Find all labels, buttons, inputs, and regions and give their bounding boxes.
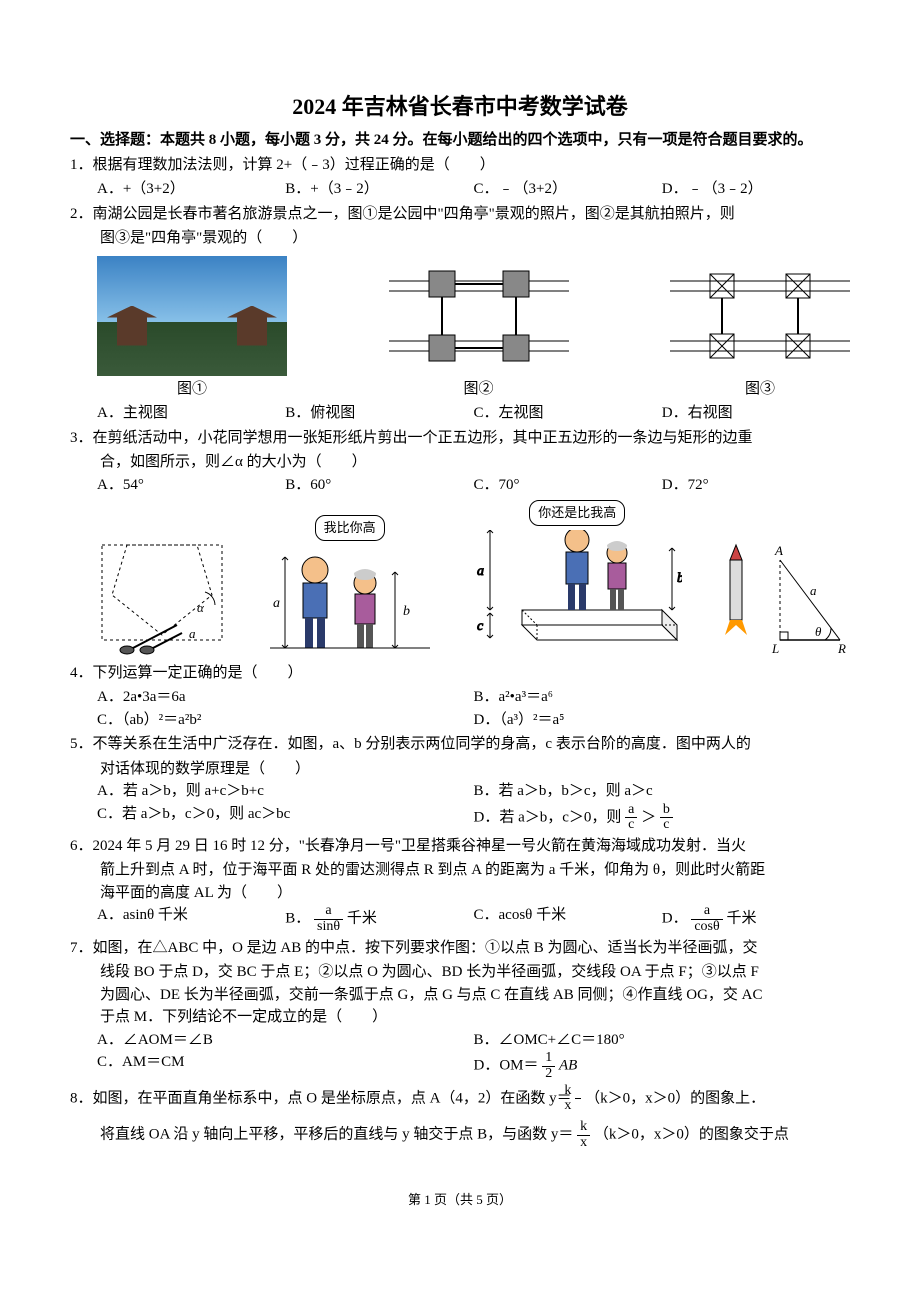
q1-b: B．+（3﹣2）	[285, 178, 473, 201]
q3-d: D．72°	[662, 474, 850, 497]
q3-q5-figures: a α 我比你高	[97, 500, 850, 660]
q3-options: A．54° B．60° C．70° D．72°	[97, 474, 850, 497]
q8-stem2: 将直线 OA 沿 y 轴向上平移，平移后的直线与 y 轴交于点 B，与函数 y＝…	[70, 1120, 850, 1150]
q4-b: B．a²•a³＝a⁶	[474, 686, 851, 709]
q2-cap3: 图③	[745, 378, 775, 401]
q2-fig3: 图③	[670, 256, 850, 401]
svg-text:A: A	[774, 543, 783, 558]
people-group-1: 我比你高 a b	[265, 515, 435, 660]
q7-stem3: 为圆心、DE 长为半径画弧，交前一条弧于点 G，点 G 与点 C 在直线 AB …	[70, 984, 850, 1007]
q1-a: A．+（3+2）	[97, 178, 285, 201]
q7-stem4: 于点 M．下列结论不一定成立的是（ ）	[70, 1006, 850, 1029]
q5-d: D．若 a＞b，c＞0，则 ac ＞ bc	[474, 803, 851, 833]
q1-d: D．﹣（3﹣2）	[662, 178, 850, 201]
q6-stem3: 海平面的高度 AL 为（ ）	[70, 882, 850, 905]
q2-options: A．主视图 B．俯视图 C．左视图 D．右视图	[97, 402, 850, 425]
q5-options: A．若 a＞b，则 a+c＞b+c B．若 a＞b，b＞c，则 a＞c C．若 …	[97, 780, 850, 833]
q4-options: A．2a•3a＝6a B．a²•a³＝a⁶ C．（ab）²＝a²b² D．（a³…	[97, 686, 850, 731]
q5-c: C．若 a＞b，c＞0，则 ac＞bc	[97, 803, 474, 833]
rocket-triangle: A L R a θ	[720, 530, 850, 660]
q2-c: C．左视图	[474, 402, 662, 425]
q1-c: C．﹣（3+2）	[474, 178, 662, 201]
pentagon-figure: a α	[97, 530, 227, 660]
q6-b: B． asinθ 千米	[285, 904, 473, 934]
speech-1: 我比你高	[315, 515, 385, 541]
page-title: 2024 年吉林省长春市中考数学试卷	[70, 90, 850, 123]
q5-b: B．若 a＞b，b＞c，则 a＞c	[474, 780, 851, 803]
q8-stem1: 8．如图，在平面直角坐标系中，点 O 是坐标原点，点 A（4，2）在函数 y＝ …	[70, 1084, 850, 1114]
q2-d: D．右视图	[662, 402, 850, 425]
q1-options: A．+（3+2） B．+（3﹣2） C．﹣（3+2） D．﹣（3﹣2）	[97, 178, 850, 201]
svg-text:α: α	[197, 600, 205, 615]
svg-text:a: a	[189, 626, 196, 641]
svg-text:R: R	[837, 641, 846, 656]
svg-text:θ: θ	[815, 624, 822, 639]
q5-a: A．若 a＞b，则 a+c＞b+c	[97, 780, 474, 803]
q2-stem2: 图③是"四角亭"景观的（ ）	[70, 227, 850, 250]
q3-c: C．70°	[474, 474, 662, 497]
q2-fig1: 图①	[97, 256, 287, 401]
q6-c: C．acosθ 千米	[474, 904, 662, 934]
q7-b: B．∠OMC+∠C＝180°	[474, 1029, 851, 1052]
q7-stem1: 7．如图，在△ABC 中，O 是边 AB 的中点．按下列要求作图：①以点 B 为…	[70, 937, 850, 960]
q2-photo	[97, 256, 287, 376]
q3-b: B．60°	[285, 474, 473, 497]
q6-options: A．asinθ 千米 B． asinθ 千米 C．acosθ 千米 D． aco…	[97, 904, 850, 934]
people-group-2: 你还是比我高	[472, 500, 682, 660]
q2-cap2: 图②	[463, 378, 493, 401]
q7-a: A．∠AOM＝∠B	[97, 1029, 474, 1052]
svg-text:b: b	[677, 571, 682, 586]
q2-diagram3	[670, 256, 850, 376]
q6-stem1: 6．2024 年 5 月 29 日 16 时 12 分，"长春净月一号"卫星搭乘…	[70, 835, 850, 858]
speech-2: 你还是比我高	[529, 500, 625, 526]
q2-fig2: 图②	[389, 256, 569, 401]
q4-a: A．2a•3a＝6a	[97, 686, 474, 709]
q2-cap1: 图①	[177, 378, 207, 401]
q2-diagram2	[389, 256, 569, 376]
q2-b: B．俯视图	[285, 402, 473, 425]
q3-a: A．54°	[97, 474, 285, 497]
q6-d: D． acosθ 千米	[662, 904, 850, 934]
q7-d: D．OM＝ 12 AB	[474, 1051, 851, 1081]
svg-text:b: b	[403, 604, 410, 619]
svg-text:a: a	[477, 564, 484, 579]
q2-a: A．主视图	[97, 402, 285, 425]
q6-a: A．asinθ 千米	[97, 904, 285, 934]
q1-stem: 1．根据有理数加法法则，计算 2+（﹣3）过程正确的是（ ）	[70, 154, 850, 177]
q3-stem1: 3．在剪纸活动中，小花同学想用一张矩形纸片剪出一个正五边形，其中正五边形的一条边…	[70, 427, 850, 450]
svg-text:a: a	[810, 583, 817, 598]
q7-c: C．AM＝CM	[97, 1051, 474, 1081]
q4-stem: 4．下列运算一定正确的是（ ）	[70, 662, 850, 685]
q2-stem1: 2．南湖公园是长春市著名旅游景点之一，图①是公园中"四角亭"景观的照片，图②是其…	[70, 203, 850, 226]
q4-d: D．（a³）²＝a⁵	[474, 709, 851, 732]
svg-text:a: a	[273, 596, 280, 611]
q7-stem2: 线段 BO 于点 D，交 BC 于点 E；②以点 O 为圆心、BD 长为半径画弧…	[70, 961, 850, 984]
q5-stem2: 对话体现的数学原理是（ ）	[70, 758, 850, 781]
q5-stem1: 5．不等关系在生活中广泛存在．如图，a、b 分别表示两位同学的身高，c 表示台阶…	[70, 733, 850, 756]
q3-stem2: 合，如图所示，则∠α 的大小为（ ）	[70, 451, 850, 474]
section-header: 一、选择题：本题共 8 小题，每小题 3 分，共 24 分。在每小题给出的四个选…	[70, 129, 850, 152]
q4-c: C．（ab）²＝a²b²	[97, 709, 474, 732]
svg-text:c: c	[477, 619, 484, 634]
q6-stem2: 箭上升到点 A 时，位于海平面 R 处的雷达测得点 R 到点 A 的距离为 a …	[70, 859, 850, 882]
svg-text:L: L	[771, 641, 779, 656]
q2-figures: 图① 图②	[97, 256, 850, 401]
page-footer: 第 1 页（共 5 页）	[70, 1190, 850, 1210]
q7-options: A．∠AOM＝∠B B．∠OMC+∠C＝180° C．AM＝CM D．OM＝ 1…	[97, 1029, 850, 1082]
